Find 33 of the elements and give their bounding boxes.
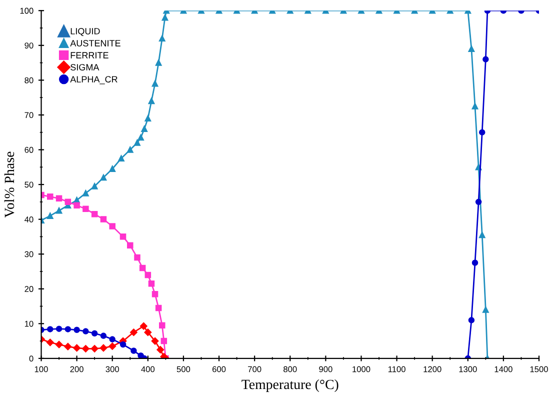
x-tick-label: 1000 (352, 366, 370, 372)
legend-label: FERRITE (70, 52, 108, 58)
y-tick-label: 90 (24, 42, 34, 48)
x-tick-label: 600 (212, 366, 226, 372)
y-tick-label: 20 (24, 286, 34, 292)
x-tick-label: 800 (284, 366, 297, 372)
x-tick-label: 1400 (494, 366, 512, 372)
x-tick-label: 500 (176, 366, 190, 372)
y-tick-label: 50 (24, 182, 34, 188)
legend-label: SIGMA (70, 64, 100, 70)
x-tick-label: 900 (319, 366, 332, 372)
x-tick-label: 100 (34, 366, 48, 372)
y-tick-label: 0 (29, 356, 34, 362)
legend-label: AUSTENITE (70, 40, 120, 46)
x-tick-label: 1200 (424, 366, 442, 372)
y-tick-label: 70 (24, 112, 34, 118)
y-tick-label: 80 (24, 77, 34, 84)
legend-label: ALPHA_CR (70, 76, 118, 84)
x-tick-label: 700 (248, 366, 262, 372)
x-tick-label: 400 (141, 366, 155, 372)
x-tick-label: 1500 (530, 366, 548, 372)
x-tick-label: 200 (70, 366, 84, 372)
legend-label: LIQUID (70, 28, 100, 36)
x-axis-title: Temperature (°C) (242, 379, 338, 392)
x-tick-label: 1300 (459, 366, 477, 372)
y-tick-label: 60 (24, 146, 34, 153)
y-axis-title: Vol% Phase (4, 152, 14, 218)
y-tick-label: 10 (24, 320, 34, 327)
x-tick-label: 1100 (388, 366, 406, 372)
y-tick-label: 30 (24, 251, 34, 258)
x-tick-label: 300 (106, 366, 119, 372)
y-tick-label: 40 (24, 216, 34, 222)
y-tick-label: 100 (20, 8, 34, 14)
